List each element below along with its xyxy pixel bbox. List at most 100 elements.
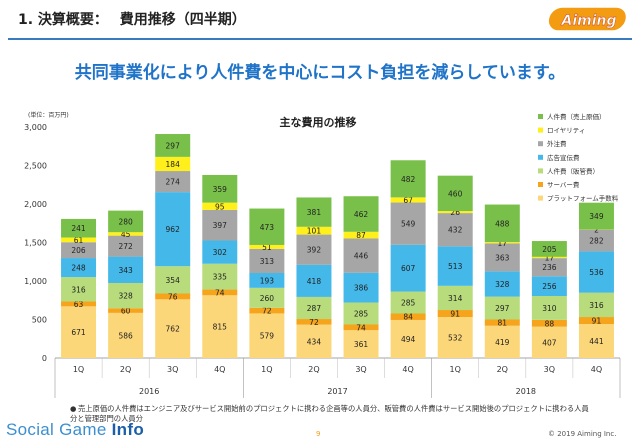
bar-segment xyxy=(578,317,614,325)
bar-segment xyxy=(202,295,238,358)
data-label: 586 xyxy=(118,331,133,340)
data-label: 60 xyxy=(121,307,131,316)
bar-segment xyxy=(343,324,379,331)
bar-segment xyxy=(484,243,520,272)
data-label: 17 xyxy=(545,253,555,262)
data-label: 671 xyxy=(71,328,86,337)
bar-segment xyxy=(390,197,426,203)
bar-segment xyxy=(61,301,97,307)
data-label: 354 xyxy=(166,276,181,285)
bar-segment xyxy=(484,296,520,320)
bar-segment xyxy=(437,285,473,311)
bar-segment xyxy=(578,251,614,293)
bar-segment xyxy=(296,226,332,235)
y-tick-label: 500 xyxy=(32,316,47,325)
bar-segment xyxy=(437,310,473,318)
year-label: 2017 xyxy=(327,387,347,396)
y-tick-label: 2,000 xyxy=(24,200,47,209)
data-label: 313 xyxy=(260,257,275,266)
bar-segment xyxy=(296,197,332,227)
data-label: 328 xyxy=(118,292,133,301)
data-label: 386 xyxy=(354,284,369,293)
bar-segment xyxy=(437,317,473,358)
data-label: 282 xyxy=(589,237,604,246)
header-divider xyxy=(8,38,632,40)
bar-segment xyxy=(390,291,426,314)
data-label: 607 xyxy=(401,264,416,273)
bar-segment xyxy=(61,242,97,259)
data-label: 67 xyxy=(403,196,413,205)
data-label: 363 xyxy=(495,253,510,262)
bar-segment xyxy=(202,174,238,203)
legend-swatch xyxy=(538,182,543,187)
legend-label: サーバー費 xyxy=(547,180,580,189)
bar-segment xyxy=(249,248,285,273)
bar-segment xyxy=(437,175,473,212)
data-label: 74 xyxy=(356,323,366,332)
bar-segment xyxy=(343,272,379,303)
legend-label: 外注費 xyxy=(547,139,567,148)
x-tick-label: 3Q xyxy=(544,365,555,374)
data-label: 549 xyxy=(401,220,416,229)
bar-segment xyxy=(296,234,332,265)
headline: 共同事業化により人件費を中心にコスト負担を減らしています。 xyxy=(74,63,566,83)
data-label: 297 xyxy=(166,141,181,150)
bar-segment xyxy=(531,319,567,327)
data-label: 392 xyxy=(307,246,322,255)
legend-label: 人件費（売上原価） xyxy=(547,112,606,121)
bar-segment xyxy=(390,319,426,358)
bar-segment xyxy=(296,324,332,358)
legend-swatch xyxy=(538,154,543,160)
bar-segment xyxy=(202,202,238,210)
data-label: 381 xyxy=(307,208,322,217)
data-label: 434 xyxy=(307,337,322,346)
bar-segment xyxy=(531,296,567,320)
data-label: 285 xyxy=(354,310,369,319)
data-label: 397 xyxy=(213,221,228,230)
legend-swatch xyxy=(538,141,543,147)
x-tick-label: 4Q xyxy=(214,365,225,374)
aiming-logo: Aiming xyxy=(547,6,628,32)
data-label: 101 xyxy=(307,227,322,236)
bar-segment xyxy=(484,204,520,243)
bar-segment xyxy=(61,218,97,238)
bar-segment xyxy=(578,324,614,358)
bar-segment xyxy=(155,266,191,294)
legend-swatch xyxy=(538,114,543,119)
bar-segment xyxy=(249,208,285,245)
bar-segment xyxy=(202,263,238,290)
data-label: 532 xyxy=(448,334,463,343)
bar-segment xyxy=(343,231,379,239)
data-label: 302 xyxy=(213,248,228,257)
bar-segment xyxy=(531,256,567,259)
data-label: 343 xyxy=(118,266,133,275)
bar-segment xyxy=(578,292,614,318)
data-label: 285 xyxy=(401,299,416,308)
x-tick-label: 4Q xyxy=(402,365,413,374)
footnote: ● 売上原価の人件費はエンジニア及びサービス開始前のプロジェクトに携わる企画等の人… xyxy=(70,404,590,424)
bar-segment xyxy=(484,325,520,358)
data-label: 248 xyxy=(71,264,86,273)
y-tick-label: 1,500 xyxy=(24,239,47,248)
data-label: 84 xyxy=(403,313,413,322)
bar-segment xyxy=(343,238,379,273)
bar-segment xyxy=(108,312,144,358)
data-label: 81 xyxy=(498,319,508,328)
data-label: 193 xyxy=(260,276,275,285)
bar-segment xyxy=(249,287,285,308)
data-label: 310 xyxy=(542,304,557,313)
bar-segment xyxy=(296,264,332,297)
bar-segment xyxy=(108,256,144,284)
bar-segment xyxy=(61,277,97,302)
bar-segment xyxy=(390,160,426,198)
x-tick-label: 4Q xyxy=(591,365,602,374)
data-label: 26 xyxy=(450,208,460,217)
bar-segment xyxy=(296,319,332,325)
data-label: 328 xyxy=(495,280,510,289)
unit-label: (単位：百万円) xyxy=(28,111,69,119)
bar-segment xyxy=(437,213,473,247)
data-label: 359 xyxy=(213,185,228,194)
bar-segment xyxy=(249,244,285,249)
bar-segment xyxy=(390,244,426,292)
year-label: 2016 xyxy=(139,387,159,396)
